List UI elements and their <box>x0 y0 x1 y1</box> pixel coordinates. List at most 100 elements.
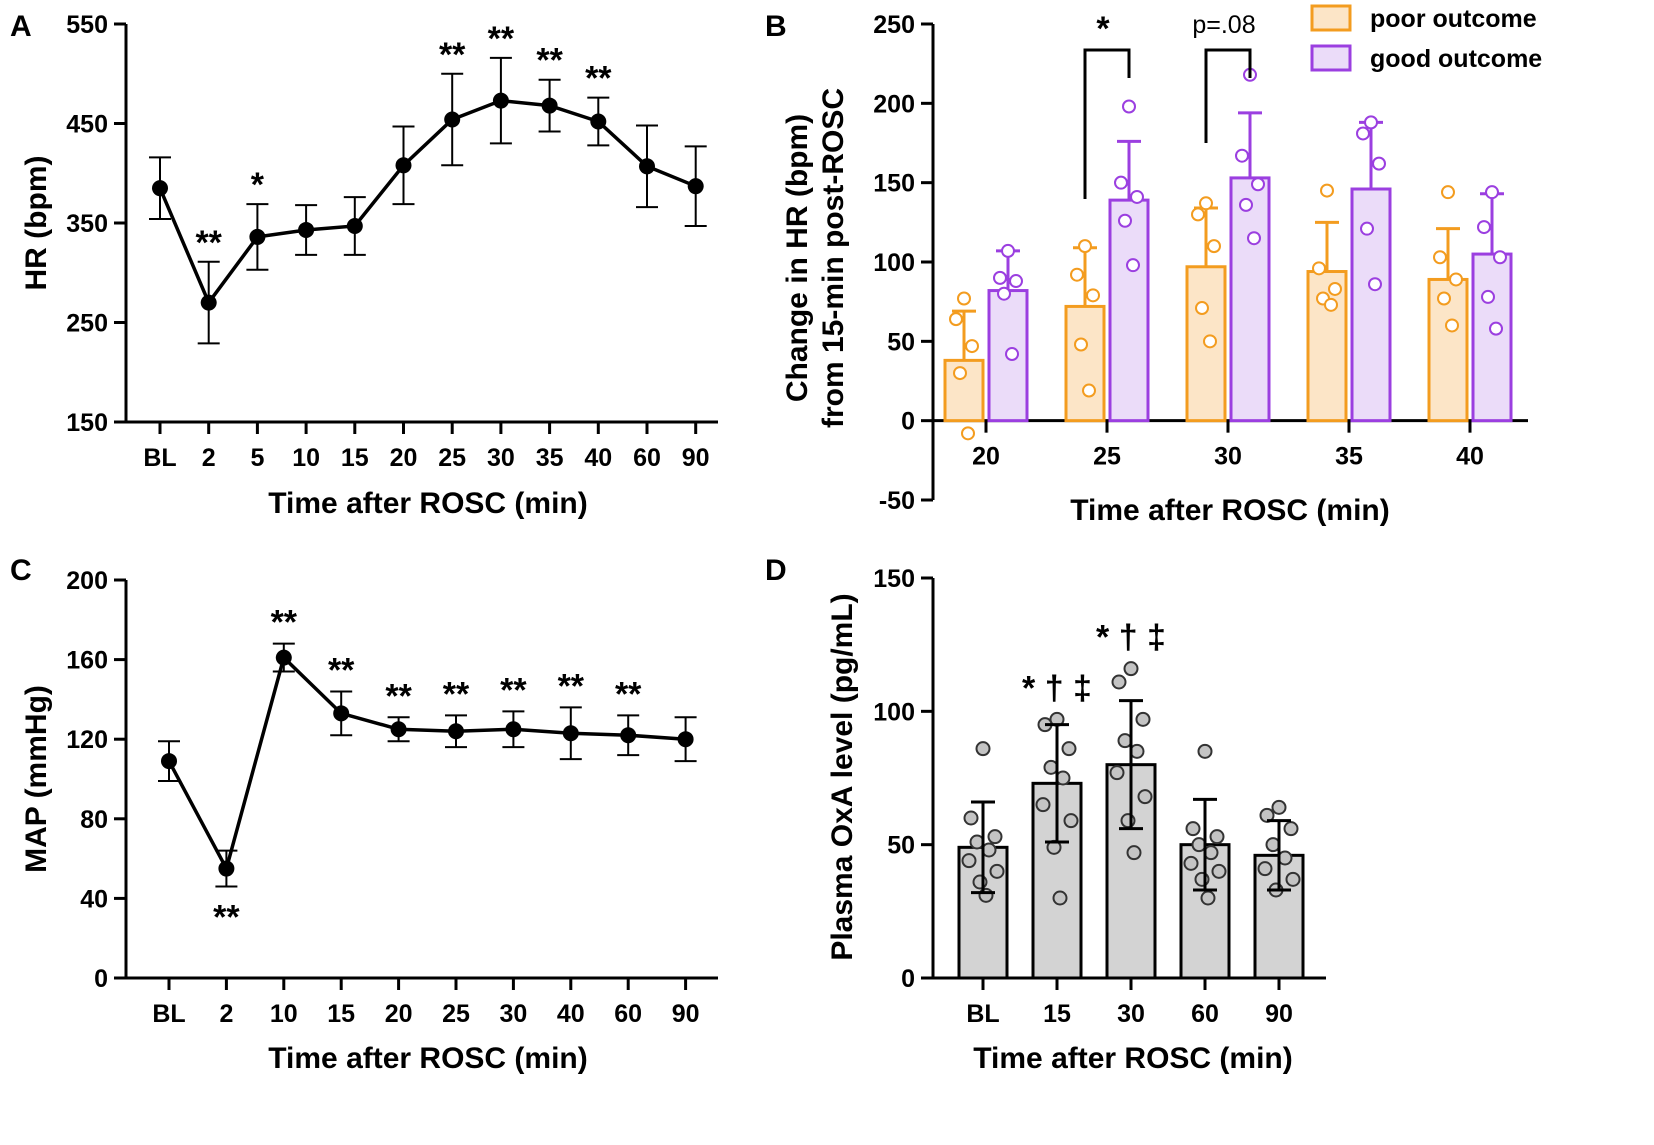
data-dot <box>1328 281 1342 296</box>
data-dot <box>1197 743 1213 759</box>
x-tick-label: 5 <box>250 444 264 472</box>
significance-label: ** <box>536 42 563 80</box>
y-axis-title-line-1: Change in HR (bpm) <box>781 114 814 402</box>
data-dot <box>1114 175 1128 190</box>
x-tick-label: 40 <box>584 444 612 472</box>
y-tick-label: 0 <box>94 965 108 993</box>
data-point <box>541 97 558 114</box>
y-tick-label: 0 <box>901 408 915 436</box>
data-dot <box>987 829 1003 845</box>
data-dot <box>1111 674 1127 690</box>
x-tick-label: 25 <box>442 1000 470 1028</box>
data-dot <box>1195 301 1209 316</box>
data-dot <box>1137 789 1153 805</box>
data-dot <box>1200 890 1216 906</box>
data-point <box>333 705 350 722</box>
y-tick-label: 200 <box>873 90 915 118</box>
data-point <box>492 92 509 109</box>
data-dot <box>1441 185 1455 200</box>
data-dot <box>1235 148 1249 163</box>
data-dot <box>1194 871 1210 887</box>
y-tick-label: 50 <box>887 832 915 860</box>
x-axis-title: Time after ROSC (min) <box>268 1042 588 1075</box>
data-dot <box>1247 231 1261 246</box>
data-point <box>152 180 168 197</box>
data-dot <box>1368 277 1382 292</box>
data-dot <box>1312 261 1326 276</box>
significance-label: ** <box>443 675 470 713</box>
data-dot <box>1191 207 1205 222</box>
data-dot <box>1481 289 1495 304</box>
x-tick-label: 20 <box>390 444 418 472</box>
x-tick-label: 90 <box>1265 1000 1293 1028</box>
bar <box>1064 304 1106 423</box>
x-tick-label: 25 <box>438 444 466 472</box>
y-tick-label: 150 <box>873 170 915 198</box>
x-tick-label: 20 <box>385 1000 413 1028</box>
x-tick-label: 35 <box>536 444 564 472</box>
panel-b: B -50 0 50 100 150 200 250 20 25 30 35 40 Time after … <box>765 4 1542 527</box>
panel-label: D <box>765 554 787 587</box>
x-tick-label: 15 <box>1043 1000 1071 1028</box>
data-dot <box>1082 383 1096 398</box>
data-dot <box>1433 250 1447 265</box>
legend-swatch <box>1310 4 1352 32</box>
data-dot <box>975 741 991 757</box>
data-dot <box>1135 711 1151 727</box>
data-dot <box>1356 126 1370 141</box>
y-tick-label: 150 <box>66 409 108 437</box>
significance-label: ** <box>488 20 515 58</box>
data-dot <box>1035 797 1051 813</box>
data-point <box>249 228 266 245</box>
y-axis-title: MAP (mmHg) <box>20 685 53 873</box>
x-tick-label: 2 <box>219 1000 233 1028</box>
x-tick-label: 30 <box>1117 1000 1145 1028</box>
y-tick-label: 450 <box>66 111 108 139</box>
y-tick-label: 50 <box>887 328 915 356</box>
series-line <box>167 654 686 874</box>
data-dot <box>1109 765 1125 781</box>
data-dot <box>1364 115 1378 130</box>
significance-label: ** <box>213 898 240 936</box>
legend-swatch <box>1310 44 1352 72</box>
x-tick-label: 25 <box>1093 443 1121 471</box>
x-tick-label: 40 <box>1456 443 1484 471</box>
significance-label: ** <box>585 60 612 98</box>
x-tick-label: 15 <box>327 1000 355 1028</box>
y-tick-label: 100 <box>873 249 915 277</box>
data-dot <box>978 887 994 903</box>
data-point <box>275 649 292 666</box>
data-dot <box>1477 220 1491 235</box>
comparison-label: p=.08 <box>1192 11 1255 39</box>
data-point <box>562 725 579 742</box>
x-tick-label: 2 <box>202 444 216 472</box>
data-dot <box>1001 243 1015 258</box>
significance-label: ** <box>271 604 298 642</box>
data-dot <box>1123 661 1139 677</box>
x-tick-label: 90 <box>672 1000 700 1028</box>
data-dot <box>965 339 979 354</box>
comparison-bracket <box>1204 48 1252 143</box>
significance-label: ** <box>385 677 412 715</box>
y-tick-label: 160 <box>66 647 108 675</box>
x-tick-label: 90 <box>682 444 710 472</box>
data-dot <box>1324 297 1338 312</box>
data-dot <box>993 270 1007 285</box>
x-tick-label: 60 <box>614 1000 642 1028</box>
data-point <box>620 727 637 744</box>
x-tick-label: 60 <box>1191 1000 1219 1028</box>
x-tick-label: 10 <box>292 444 320 472</box>
y-tick-label: 100 <box>873 698 915 726</box>
data-dot <box>1009 274 1023 289</box>
data-dot <box>1493 250 1507 265</box>
data-dot <box>989 863 1005 879</box>
data-dot <box>1086 288 1100 303</box>
data-dot <box>1126 258 1140 273</box>
y-tick-label: 120 <box>66 726 108 754</box>
legend-label: poor outcome <box>1370 5 1537 33</box>
panel-c: C 0 40 80 120 160 200 BL 2 10 15 20 25 30 40 60 90 Time a… <box>10 554 718 1075</box>
x-tick-label: 60 <box>633 444 661 472</box>
data-dot <box>1078 239 1092 254</box>
